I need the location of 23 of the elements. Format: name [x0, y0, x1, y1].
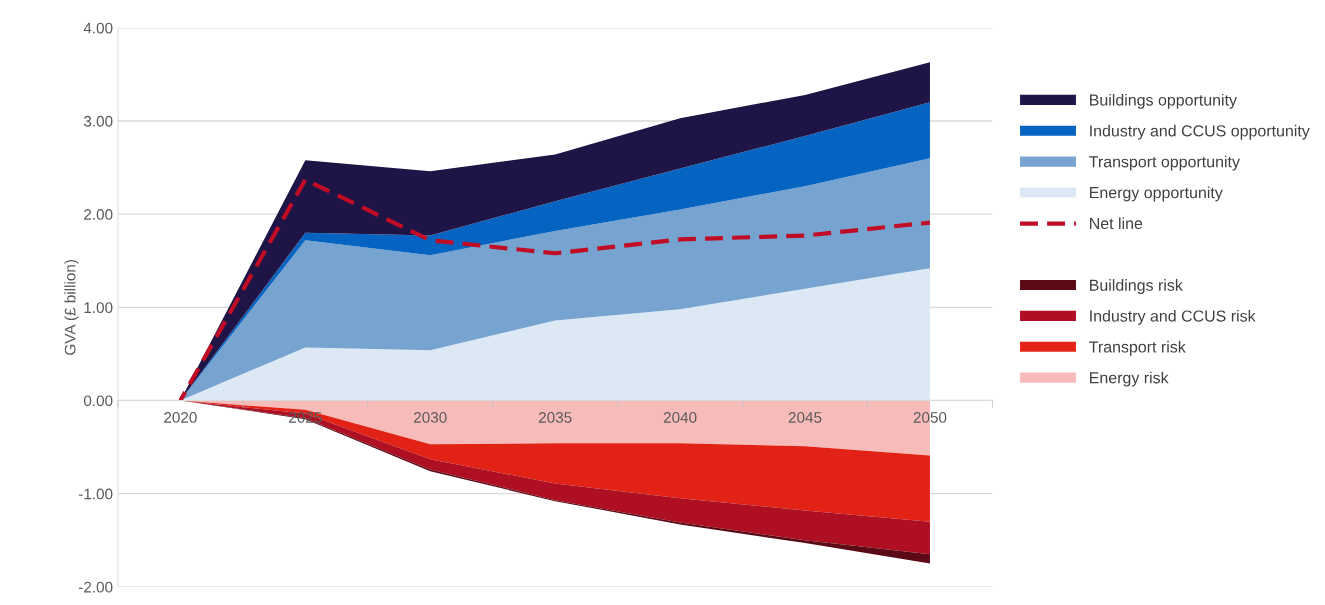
y-tick-label: 3.00: [83, 115, 113, 127]
y-tick-label: -2.00: [78, 581, 113, 593]
x-tick-label: 2045: [788, 412, 822, 423]
y-tick-label: 4.00: [83, 22, 113, 34]
x-tick-label: 2040: [663, 412, 697, 423]
y-axis-title: GVA (£ billion): [64, 260, 79, 355]
legend-label: Industry and CCUS risk: [1090, 309, 1256, 325]
x-tick-label: 2035: [538, 412, 572, 423]
legend-label: Buildings opportunity: [1090, 93, 1237, 109]
legend-label: Energy opportunity: [1090, 186, 1223, 202]
x-tick-label: 2050: [913, 412, 947, 423]
y-tick-label: 2.00: [84, 209, 113, 220]
legend-label: Buildings risk: [1090, 279, 1183, 294]
legend-label: Industry and CCUS opportunity: [1090, 124, 1310, 140]
legend-label: Net line: [1090, 217, 1143, 230]
x-tick-label: 2030: [414, 412, 447, 423]
y-tick-label: 0.00: [83, 395, 113, 407]
x-tick-label: 2020: [164, 412, 197, 423]
y-tick-label: 1.00: [84, 302, 113, 314]
legend-label: Transport opportunity: [1089, 155, 1240, 171]
y-tick-label: -1.00: [78, 488, 113, 500]
legend-label: Transport risk: [1089, 340, 1186, 356]
legend-label: Energy risk: [1090, 371, 1169, 387]
